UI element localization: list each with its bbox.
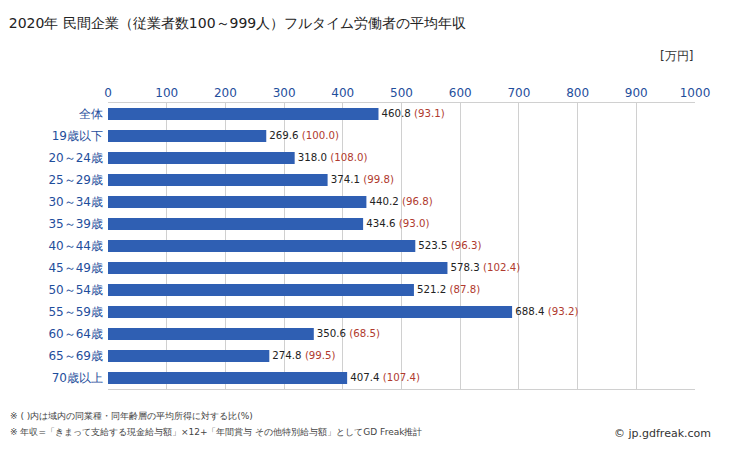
svg-text:40～44歳: 40～44歳 — [48, 239, 103, 253]
svg-text:© jp.gdfreak.com: © jp.gdfreak.com — [614, 427, 711, 440]
svg-text:0: 0 — [104, 86, 112, 100]
svg-text:300: 300 — [273, 86, 296, 100]
svg-text:900: 900 — [625, 86, 648, 100]
svg-text:600: 600 — [449, 86, 472, 100]
svg-text:20～24歳: 20～24歳 — [48, 151, 103, 165]
svg-text:500: 500 — [390, 86, 413, 100]
svg-text:※ 年収=「きまって支給する現金給与額」×12+「年間賞与: ※ 年収=「きまって支給する現金給与額」×12+「年間賞与 その他特別給与額」と… — [10, 427, 422, 437]
svg-text:全体: 全体 — [79, 107, 103, 121]
svg-text:1000: 1000 — [680, 86, 711, 100]
svg-text:800: 800 — [566, 86, 589, 100]
svg-text:35～39歳: 35～39歳 — [48, 217, 103, 231]
svg-text:274.8 (99.5): 274.8 (99.5) — [272, 350, 335, 361]
svg-text:60～64歳: 60～64歳 — [48, 327, 103, 341]
svg-text:440.2 (96.8): 440.2 (96.8) — [369, 196, 432, 207]
svg-text:25～29歳: 25～29歳 — [48, 173, 103, 187]
svg-text:19歳以下: 19歳以下 — [52, 129, 103, 143]
svg-text:407.4 (107.4): 407.4 (107.4) — [350, 372, 420, 383]
svg-text:100: 100 — [155, 86, 178, 100]
svg-text:50～54歳: 50～54歳 — [48, 283, 103, 297]
svg-text:269.6 (100.0): 269.6 (100.0) — [269, 130, 339, 141]
svg-text:45～49歳: 45～49歳 — [48, 261, 103, 275]
svg-text:65～69歳: 65～69歳 — [48, 349, 103, 363]
svg-text:688.4 (93.2): 688.4 (93.2) — [515, 306, 578, 317]
svg-text:350.6 (68.5): 350.6 (68.5) — [317, 328, 380, 339]
svg-text:700: 700 — [507, 86, 530, 100]
svg-text:460.8 (93.1): 460.8 (93.1) — [382, 108, 445, 119]
svg-text:200: 200 — [214, 86, 237, 100]
svg-text:55～59歳: 55～59歳 — [48, 305, 103, 319]
svg-text:523.5 (96.3): 523.5 (96.3) — [418, 240, 481, 251]
svg-text:70歳以上: 70歳以上 — [52, 371, 103, 385]
svg-text:521.2 (87.8): 521.2 (87.8) — [417, 284, 480, 295]
svg-text:[万円]: [万円] — [660, 49, 693, 63]
svg-text:434.6 (93.0): 434.6 (93.0) — [366, 218, 429, 229]
svg-text:※ ( )内は域内の同業種・同年齢層の平均所得に対する比(%: ※ ( )内は域内の同業種・同年齢層の平均所得に対する比(%) — [10, 411, 253, 421]
svg-text:2020年 民間企業（従業者数100～999人）フルタイム労: 2020年 民間企業（従業者数100～999人）フルタイム労働者の平均年収 — [9, 15, 467, 31]
svg-text:374.1 (99.8): 374.1 (99.8) — [331, 174, 394, 185]
svg-text:30～34歳: 30～34歳 — [48, 195, 103, 209]
svg-text:400: 400 — [331, 86, 354, 100]
svg-text:318.0 (108.0): 318.0 (108.0) — [298, 152, 368, 163]
svg-text:578.3 (102.4): 578.3 (102.4) — [451, 262, 521, 273]
